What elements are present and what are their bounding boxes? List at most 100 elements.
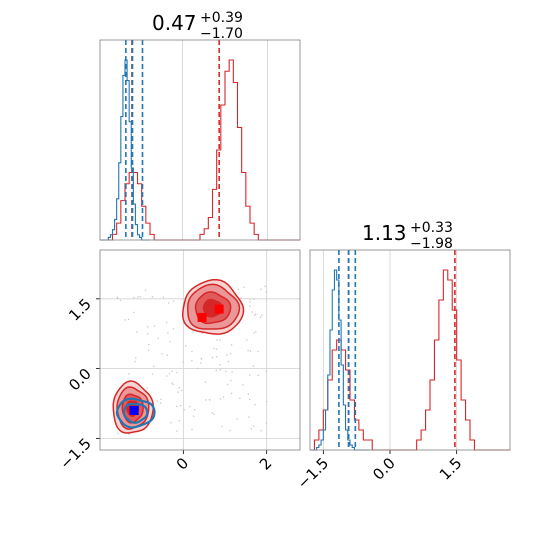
sample-point xyxy=(117,432,119,435)
marker-1 xyxy=(197,312,207,322)
sample-point xyxy=(166,375,168,377)
sample-point xyxy=(215,348,218,350)
sample-point xyxy=(117,297,119,300)
sample-point xyxy=(230,344,233,346)
sample-point xyxy=(253,425,255,427)
sample-point xyxy=(231,371,233,373)
param1-title-minus: −1.70 xyxy=(200,26,243,42)
sample-point xyxy=(246,339,248,341)
sample-point xyxy=(200,362,202,364)
sample-point xyxy=(185,345,187,347)
sample-point xyxy=(248,374,251,376)
sample-point xyxy=(254,314,256,316)
sample-point xyxy=(213,413,215,415)
sample-point xyxy=(127,318,130,320)
sample-point xyxy=(169,341,171,343)
sample-point xyxy=(148,349,150,352)
sample-point xyxy=(162,296,165,298)
y-tick-label: 0.0 xyxy=(65,365,95,395)
sample-point xyxy=(134,360,136,363)
x-tick-label: 2 xyxy=(256,454,275,473)
sample-point xyxy=(146,387,148,389)
sample-point xyxy=(242,384,244,386)
marker-0 xyxy=(214,304,224,314)
sample-point xyxy=(229,352,232,355)
sample-point xyxy=(260,288,262,290)
sample-point xyxy=(116,296,118,298)
sample-point xyxy=(160,398,162,400)
sample-point xyxy=(265,422,268,424)
sample-point xyxy=(253,332,255,334)
sample-point xyxy=(257,374,259,376)
param1-title-plus: +0.39 xyxy=(200,10,243,26)
sample-point xyxy=(133,296,135,299)
sample-point xyxy=(255,313,257,315)
sample-point xyxy=(168,373,171,375)
sample-point xyxy=(180,389,183,392)
x-tick-label: 1.5 xyxy=(436,454,466,484)
sample-point xyxy=(147,326,149,328)
sample-point xyxy=(148,344,150,346)
sample-point xyxy=(209,399,211,401)
sample-point xyxy=(193,409,196,411)
sample-point xyxy=(261,314,263,316)
y-tick-label: 1.5 xyxy=(65,295,95,325)
sample-point xyxy=(176,371,178,374)
sample-point xyxy=(248,398,251,401)
sample-point xyxy=(243,286,245,288)
sample-point xyxy=(250,428,252,430)
sample-point xyxy=(249,298,251,300)
sample-point xyxy=(166,354,168,356)
param2-title-minus: −1.98 xyxy=(410,236,453,252)
histogram-series-0 xyxy=(310,269,510,451)
sample-point xyxy=(178,420,180,422)
sample-point xyxy=(160,402,162,404)
sample-point xyxy=(227,360,230,363)
sample-point xyxy=(144,289,147,291)
sample-point xyxy=(128,433,130,435)
marker-3 xyxy=(129,405,139,415)
sample-point xyxy=(153,365,155,368)
sample-point xyxy=(168,302,170,304)
sample-point xyxy=(151,373,154,375)
sample-point xyxy=(156,400,158,402)
sample-point xyxy=(230,392,233,395)
sample-point xyxy=(191,360,193,362)
sample-point xyxy=(213,347,215,350)
sample-point xyxy=(175,405,178,408)
sample-point xyxy=(219,364,221,366)
sample-point xyxy=(191,428,193,431)
sample-point xyxy=(124,319,126,321)
sample-point xyxy=(139,295,141,298)
sample-point xyxy=(249,305,251,307)
sample-point xyxy=(136,331,138,333)
param1-histogram-panel xyxy=(99,39,301,241)
x-tick-label: 0.0 xyxy=(369,454,399,484)
sample-point xyxy=(172,328,175,330)
clipped-content xyxy=(100,250,300,450)
sample-point xyxy=(153,325,156,327)
sample-point xyxy=(253,298,255,300)
sample-point xyxy=(249,350,252,352)
sample-point xyxy=(192,415,195,417)
sample-point xyxy=(264,285,266,288)
sample-point xyxy=(221,425,223,428)
sample-point xyxy=(176,430,178,432)
sample-point xyxy=(183,408,185,411)
sample-point xyxy=(188,405,191,408)
sample-point xyxy=(172,300,175,302)
sample-point xyxy=(211,412,213,414)
sample-point xyxy=(166,321,168,324)
sample-point xyxy=(170,421,172,424)
contour-level-2-1 xyxy=(122,402,149,424)
sample-point xyxy=(240,297,242,299)
sample-point xyxy=(215,369,217,372)
sample-point xyxy=(260,429,262,432)
sample-point xyxy=(146,333,149,335)
sample-point xyxy=(226,354,228,356)
sample-point xyxy=(249,301,251,303)
histogram-series-1 xyxy=(100,59,150,241)
sample-point xyxy=(254,404,256,406)
panel-frame xyxy=(99,249,301,451)
x-tick-label: 0 xyxy=(173,454,192,473)
